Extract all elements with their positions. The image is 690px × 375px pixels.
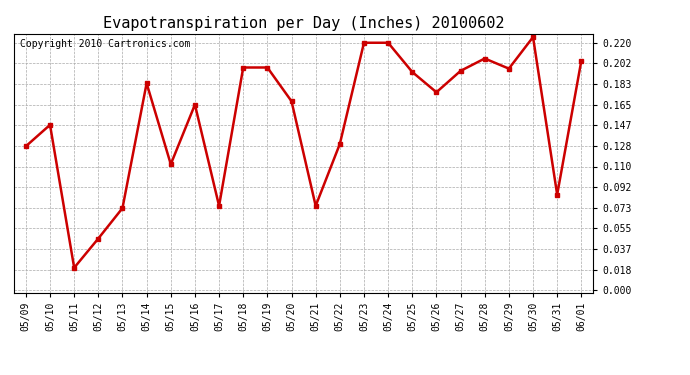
Text: Copyright 2010 Cartronics.com: Copyright 2010 Cartronics.com	[19, 39, 190, 49]
Title: Evapotranspiration per Day (Inches) 20100602: Evapotranspiration per Day (Inches) 2010…	[103, 16, 504, 31]
